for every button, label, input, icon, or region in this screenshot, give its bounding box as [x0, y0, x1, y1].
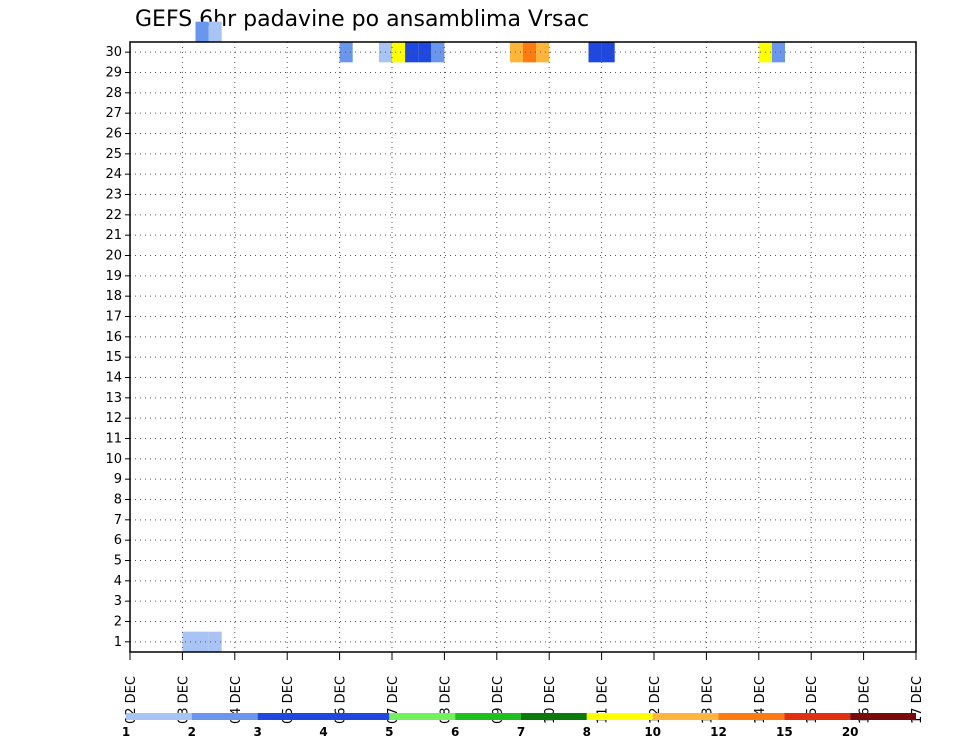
heat-cell [771, 42, 785, 63]
y-tick-label: 29 [105, 66, 122, 81]
heat-cell [418, 42, 432, 63]
x-tick-label: 16 DEC [858, 676, 873, 724]
heatmap-cells [182, 21, 785, 652]
heat-cell [523, 42, 537, 63]
colorbar-label: 12 [710, 725, 727, 739]
y-tick-label: 30 [105, 45, 122, 60]
x-tick-label: 11 DEC [596, 676, 611, 724]
x-tick-label: 13 DEC [700, 676, 715, 724]
heat-cell [536, 42, 550, 63]
x-axis: 02 DEC 03 DEC 04 DEC 05 DEC 06 DEC 07 DEC 08 D… [124, 652, 925, 724]
y-tick-label: 26 [105, 127, 122, 142]
x-tick-label: 06 DEC [334, 676, 349, 724]
colorbar-swatch [652, 713, 719, 720]
x-tick-label: 09 DEC [491, 676, 506, 724]
colorbar-label: 2 [188, 725, 196, 739]
colorbar-swatch [323, 713, 390, 720]
y-tick-label: 1 [114, 635, 122, 650]
x-tick-label: 17 DEC [910, 676, 925, 724]
x-tick-label: 15 DEC [805, 676, 820, 724]
heat-cell [405, 42, 419, 63]
x-tick-label: 02 DEC [124, 676, 139, 724]
y-tick-label: 9 [114, 472, 122, 487]
y-tick-label: 25 [105, 147, 122, 162]
colorbar-label: 6 [451, 725, 459, 739]
x-tick-label: 14 DEC [753, 676, 768, 724]
colorbar-label: 10 [644, 725, 661, 739]
y-tick-label: 7 [114, 513, 122, 528]
x-tick-label: 08 DEC [438, 676, 453, 724]
y-tick-label: 2 [114, 615, 122, 630]
y-tick-label: 24 [105, 167, 122, 182]
x-tick-label: 05 DEC [281, 676, 296, 724]
colorbar-label: 5 [385, 725, 393, 739]
y-tick-label: 4 [114, 574, 122, 589]
colorbar-swatch [586, 713, 653, 720]
y-tick-label: 19 [105, 269, 122, 284]
colorbar-swatch [389, 713, 456, 720]
y-tick-label: 6 [114, 533, 122, 548]
colorbar-label: 15 [776, 725, 793, 739]
heat-cell [182, 631, 196, 652]
colorbar-label: 1 [122, 725, 130, 739]
heat-cell [195, 631, 209, 652]
heat-cell [392, 42, 406, 63]
plot-frame [129, 41, 917, 653]
colorbar-label: 20 [842, 725, 859, 739]
y-tick-label: 8 [114, 493, 122, 508]
x-tick-label: 10 DEC [543, 676, 558, 724]
colorbar-label: 8 [583, 725, 591, 739]
x-tick-label: 07 DEC [386, 676, 401, 724]
x-tick-label: 04 DEC [229, 676, 244, 724]
colorbar-label: 4 [319, 725, 327, 739]
colorbar-swatch [126, 713, 192, 720]
y-tick-label: 5 [114, 554, 122, 569]
y-tick-label: 23 [105, 188, 122, 203]
y-tick-label: 27 [105, 106, 122, 121]
heat-cell [208, 21, 222, 42]
y-axis: 1234567891011121314151617181920212223242… [105, 45, 130, 650]
colorbar: 1 2 3 4 5 6 7 8 10 12 15 20 [122, 713, 916, 739]
colorbar-swatch [455, 713, 521, 720]
y-tick-label: 11 [105, 432, 122, 447]
colorbar-swatch [521, 713, 587, 720]
colorbar-label: 3 [253, 725, 261, 739]
heat-cell [509, 42, 523, 63]
y-tick-label: 17 [105, 310, 122, 325]
colorbar-swatch [191, 713, 258, 720]
y-tick-label: 14 [105, 371, 122, 386]
y-tick-label: 20 [105, 249, 122, 264]
heat-cell [431, 42, 445, 63]
y-tick-label: 22 [105, 208, 122, 223]
grid-lines [130, 42, 916, 652]
y-tick-label: 16 [105, 330, 122, 345]
y-tick-label: 18 [105, 289, 122, 304]
y-tick-label: 15 [105, 350, 122, 365]
heat-cell [601, 42, 615, 63]
heat-cell [339, 42, 353, 63]
colorbar-label: 7 [517, 725, 525, 739]
y-tick-label: 21 [105, 228, 122, 243]
colorbar-swatch [784, 713, 851, 720]
y-tick-label: 10 [105, 452, 122, 467]
x-tick-label: 12 DEC [648, 676, 663, 724]
heat-cell [195, 21, 209, 42]
y-tick-label: 12 [105, 411, 122, 426]
y-tick-label: 3 [114, 594, 122, 609]
colorbar-swatch [718, 713, 785, 720]
y-tick-label: 28 [105, 86, 122, 101]
y-tick-label: 13 [105, 391, 122, 406]
x-tick-label: 03 DEC [176, 676, 191, 724]
colorbar-swatch [257, 713, 324, 720]
colorbar-swatch [850, 713, 916, 720]
